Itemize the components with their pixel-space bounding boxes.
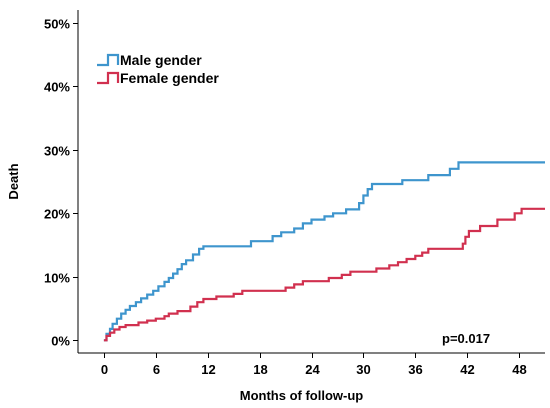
x-ticks: 0 6 12 18 24 30 36 42 48 bbox=[101, 353, 527, 377]
y-tick-label: 10% bbox=[44, 271, 70, 286]
y-tick-label: 0% bbox=[51, 334, 70, 349]
legend-swatch-male bbox=[97, 53, 120, 67]
legend-label-male: Male gender bbox=[120, 52, 202, 68]
x-tick-label: 42 bbox=[460, 362, 474, 377]
x-tick-label: 30 bbox=[356, 362, 370, 377]
x-tick-label: 48 bbox=[512, 362, 526, 377]
x-tick-label: 6 bbox=[153, 362, 160, 377]
x-tick-label: 36 bbox=[408, 362, 422, 377]
series-lines bbox=[103, 161, 545, 342]
y-tick-label: 20% bbox=[44, 207, 70, 222]
series-line-female bbox=[103, 207, 545, 342]
p-value-annotation: p=0.017 bbox=[442, 331, 490, 346]
series-line-male bbox=[103, 161, 545, 342]
x-tick-label: 18 bbox=[253, 362, 267, 377]
x-axis-title: Months of follow-up bbox=[240, 388, 364, 403]
x-tick-label: 12 bbox=[201, 362, 215, 377]
legend-label-female: Female gender bbox=[120, 70, 219, 86]
y-tick-label: 30% bbox=[44, 144, 70, 159]
y-axis-title: Death bbox=[6, 163, 21, 199]
y-ticks: 0% 10% 20% 30% 40% 50% bbox=[44, 17, 78, 349]
legend: Male gender Female gender bbox=[97, 52, 219, 86]
y-tick-label: 50% bbox=[44, 17, 70, 32]
legend-swatch-female bbox=[97, 71, 120, 85]
x-tick-label: 0 bbox=[101, 362, 108, 377]
x-tick-label: 24 bbox=[305, 362, 320, 377]
y-tick-label: 40% bbox=[44, 80, 70, 95]
